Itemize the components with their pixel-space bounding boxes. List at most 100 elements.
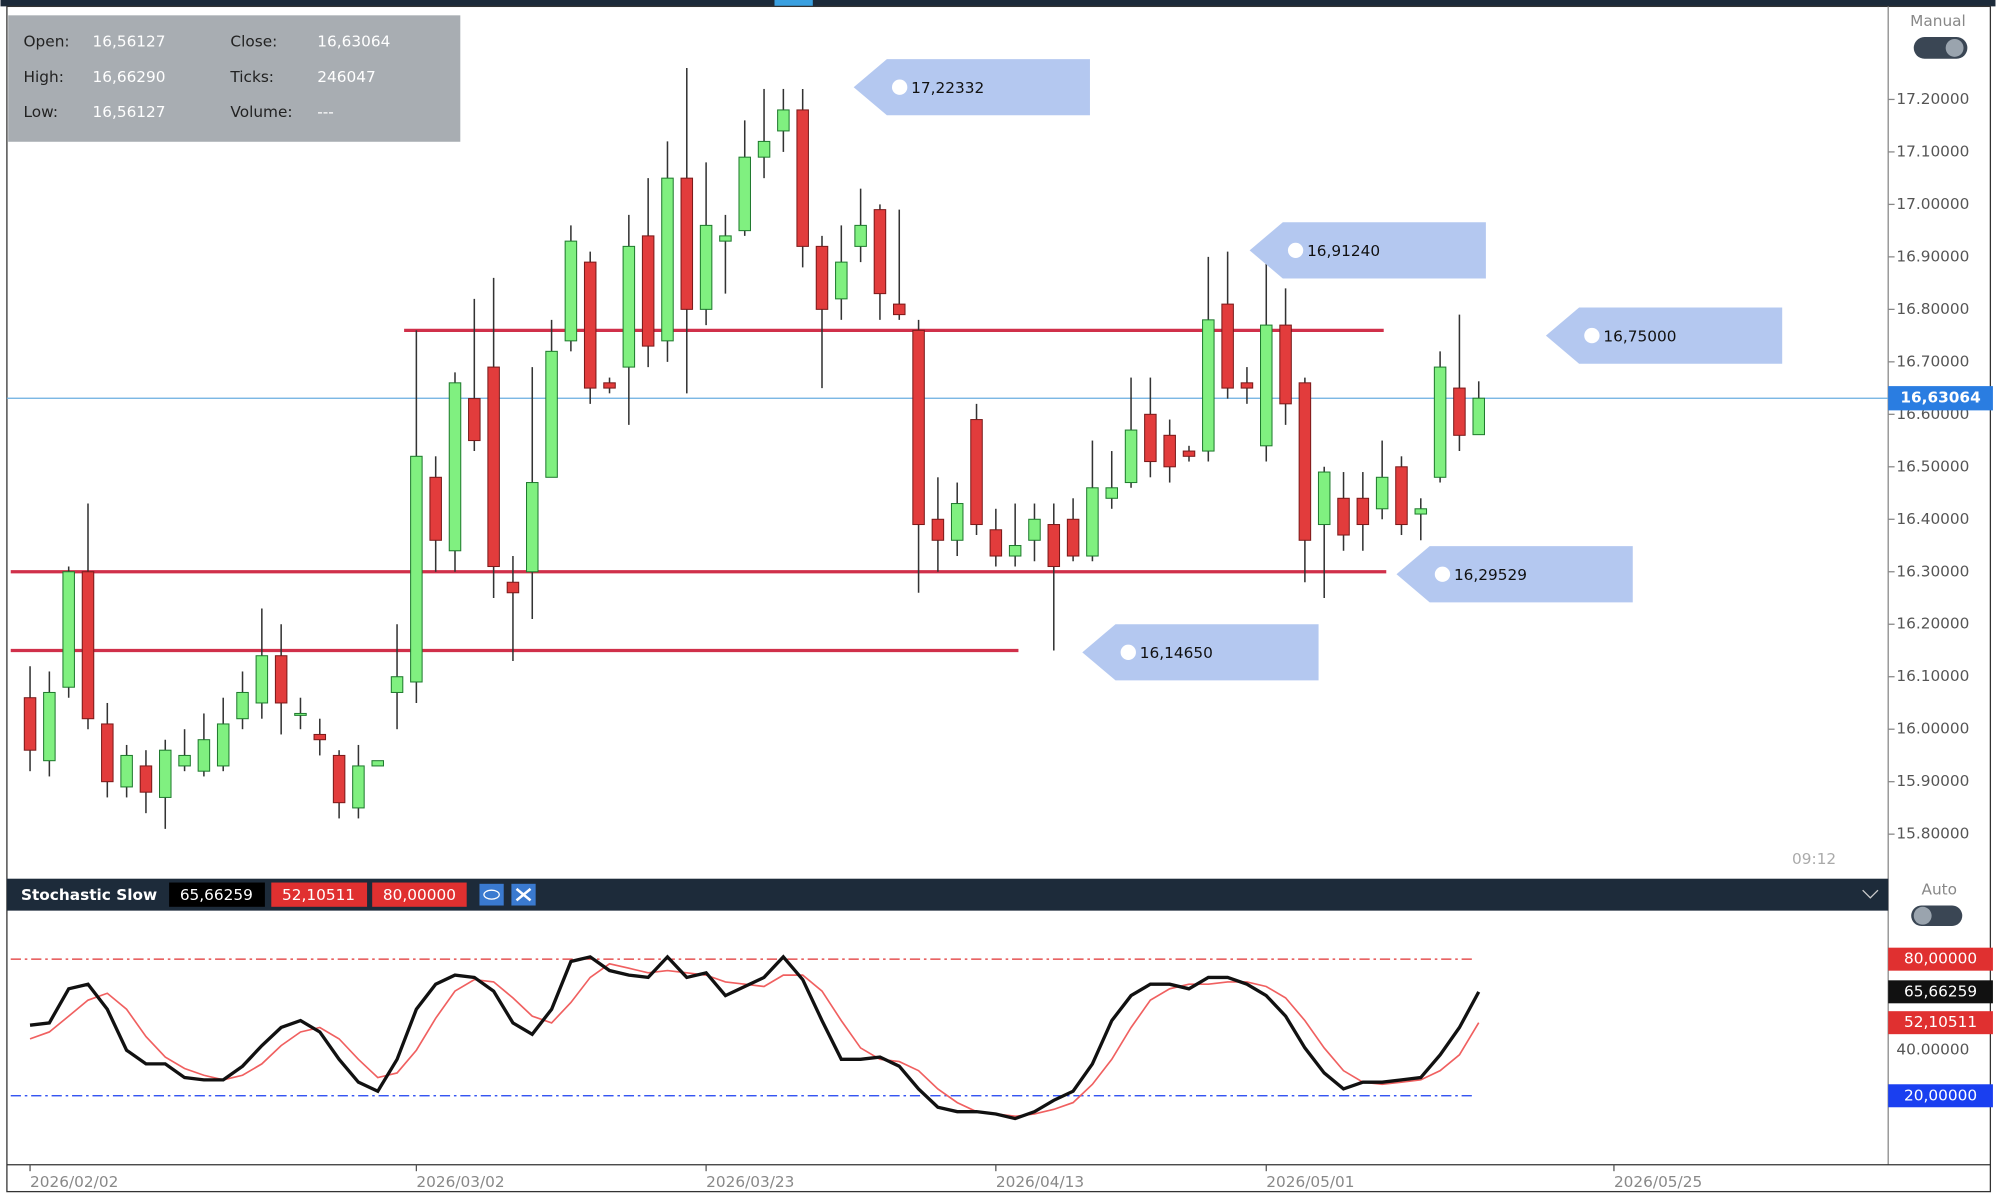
candle-body bbox=[178, 754, 191, 767]
candle-body bbox=[719, 235, 732, 242]
frame bbox=[6, 5, 1992, 1193]
candle-body bbox=[1317, 471, 1331, 526]
header-value: 65,66259 bbox=[180, 886, 253, 904]
x-tick-label: 2026/03/02 bbox=[416, 1173, 504, 1191]
callout bbox=[1082, 624, 1319, 681]
info-value: 16,66290 bbox=[92, 68, 165, 86]
candle-body bbox=[545, 350, 558, 478]
candle-body bbox=[1124, 429, 1138, 484]
tab-marker bbox=[774, 0, 813, 7]
candle-body bbox=[1356, 497, 1370, 526]
eye-button[interactable] bbox=[479, 883, 504, 906]
candle-body bbox=[526, 482, 539, 573]
y-tick-label: 16.20000 bbox=[1896, 615, 1969, 633]
callout-dot bbox=[891, 79, 908, 95]
candle-body bbox=[661, 177, 674, 342]
candle-body bbox=[564, 240, 578, 342]
candle-body bbox=[120, 754, 133, 788]
info-texts: Open: 16,56127 High: 16,66290 Low: 16,56127 Cl… bbox=[24, 33, 391, 121]
candle-body bbox=[313, 733, 327, 741]
x-tick-label: 2026/05/01 bbox=[1266, 1173, 1354, 1191]
candle-body bbox=[1105, 487, 1118, 499]
candle-body bbox=[931, 518, 945, 541]
y-tick-label: 15.80000 bbox=[1896, 825, 1969, 843]
time-label: 09:12 bbox=[1792, 850, 1836, 868]
collapse-icon[interactable] bbox=[1862, 889, 1879, 899]
candle-body bbox=[1202, 319, 1215, 452]
info-value: 246047 bbox=[317, 68, 375, 86]
candle-body bbox=[23, 697, 37, 751]
last-price-label: 16,63064 bbox=[1900, 389, 1980, 407]
candle-body bbox=[1433, 366, 1447, 478]
callout-dot bbox=[1120, 644, 1136, 660]
candle-body bbox=[757, 140, 771, 158]
header-box bbox=[372, 882, 467, 907]
y-tick-label: 16.70000 bbox=[1896, 352, 1969, 370]
callout-dot bbox=[1287, 242, 1304, 259]
candle-body bbox=[873, 209, 887, 295]
candle-body bbox=[506, 581, 520, 594]
last-price-box bbox=[1888, 386, 1993, 411]
value-box bbox=[1888, 980, 1993, 1004]
header-value: 80,00000 bbox=[383, 886, 456, 904]
candle-body bbox=[1008, 545, 1022, 557]
y-tick-label: 16.80000 bbox=[1896, 300, 1969, 318]
candle-body bbox=[1375, 476, 1389, 510]
y-tick-label: 17.10000 bbox=[1896, 142, 1969, 160]
x-tick-label: 2026/03/23 bbox=[706, 1173, 794, 1191]
candle-body bbox=[448, 382, 462, 552]
stoch-line bbox=[29, 954, 1481, 1121]
candle-body bbox=[989, 529, 1003, 557]
candle-body bbox=[468, 398, 481, 442]
info-label: High: bbox=[24, 68, 64, 86]
candle-body bbox=[352, 765, 365, 809]
candle-body bbox=[950, 503, 964, 541]
callout-label: 16,91240 bbox=[1307, 242, 1380, 260]
value-box bbox=[1888, 1011, 1993, 1035]
candle-body bbox=[371, 760, 384, 767]
candle-body bbox=[970, 419, 983, 526]
info-label: Open: bbox=[24, 33, 70, 51]
toggle-knob bbox=[1913, 906, 1932, 925]
info-label: Close: bbox=[230, 33, 277, 51]
level-label: 20,00000 bbox=[1904, 1086, 1977, 1104]
callout-label: 17,22332 bbox=[911, 79, 984, 97]
candle-body bbox=[1182, 450, 1196, 457]
y-tick-label: 17.20000 bbox=[1896, 90, 1969, 108]
indicator-title: Stochastic Slow bbox=[21, 886, 157, 904]
info-value: 16,56127 bbox=[92, 33, 165, 51]
info-label: Low: bbox=[24, 103, 58, 121]
callout-dot bbox=[1584, 327, 1600, 344]
header-box bbox=[169, 882, 265, 907]
y-tick-label: 17.00000 bbox=[1896, 195, 1969, 213]
close-icon bbox=[515, 887, 532, 902]
candle-body bbox=[1414, 508, 1428, 515]
callout-dot bbox=[1434, 566, 1451, 582]
candle-body bbox=[1240, 382, 1254, 389]
candle-body bbox=[1453, 387, 1466, 436]
level-box bbox=[1888, 947, 1993, 971]
level-box bbox=[1888, 1084, 1993, 1108]
candle-body bbox=[236, 691, 249, 720]
callout bbox=[1545, 307, 1783, 364]
candle-body bbox=[1163, 434, 1176, 468]
y-tick-label: 16.90000 bbox=[1896, 247, 1969, 265]
callout bbox=[1396, 546, 1633, 603]
info-value: 16,56127 bbox=[92, 103, 165, 121]
candle-body bbox=[332, 754, 346, 804]
x-tick-label: 2026/05/25 bbox=[1614, 1173, 1702, 1191]
candle-body bbox=[1337, 497, 1350, 536]
eye-icon bbox=[483, 889, 500, 900]
info-value: 16,63064 bbox=[317, 33, 390, 51]
callout bbox=[1249, 222, 1486, 279]
candle-body bbox=[1260, 324, 1273, 447]
candle-body bbox=[622, 245, 636, 368]
candle-body bbox=[641, 235, 655, 347]
toggle-knob bbox=[1945, 38, 1964, 57]
candle-body bbox=[216, 723, 230, 767]
callout-label: 16,29529 bbox=[1454, 566, 1527, 584]
candle-body bbox=[1221, 303, 1234, 389]
